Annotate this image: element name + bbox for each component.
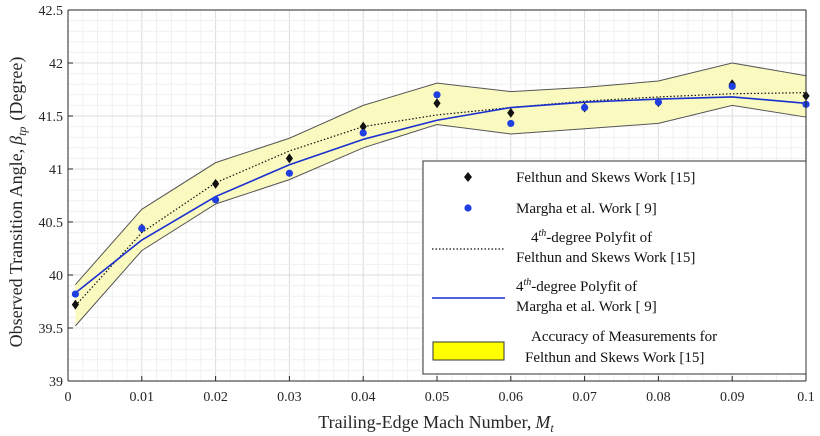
x-tick-label: 0.03 — [277, 390, 302, 405]
felthun-point — [212, 178, 220, 189]
legend-fit-margha-base: 4 — [516, 279, 524, 295]
x-tick-label: 0.02 — [203, 390, 228, 405]
polyfit-margha-line — [74, 96, 807, 294]
y-tick-label: 42.5 — [39, 4, 64, 19]
x-tick-label: 0.06 — [499, 390, 524, 405]
felthun-point — [507, 107, 515, 118]
y-tick-label: 39.5 — [39, 322, 64, 337]
y-axis-unit: (Degree) — [6, 57, 27, 121]
x-tick-label: 0.1 — [797, 390, 815, 405]
tick-labels: 0 0.01 0.02 0.03 0.04 0.05 0.06 0.07 0.08 0.09 0.1… — [39, 4, 815, 405]
legend-margha-marker — [464, 204, 472, 212]
legend-fit-felthun-label-line1: 4th-degree Polyfit of — [531, 228, 652, 246]
x-axis-title: Trailing-Edge Mach Number, Mt — [318, 412, 554, 435]
y-axis-title-text: Observed Transition Angle, — [6, 149, 26, 348]
margha-point — [507, 119, 515, 128]
felthun-point — [285, 153, 293, 164]
margha-point — [285, 169, 293, 177]
felthun-point — [433, 98, 441, 109]
margha-point — [71, 290, 79, 298]
x-tick-label: 0.05 — [425, 390, 450, 405]
accuracy-band-lower-edge — [75, 104, 807, 327]
y-tick-label: 39 — [49, 375, 63, 390]
margha-point — [654, 98, 663, 106]
y-axis-title: Observed Transition Angle, βtp (Degree) — [6, 57, 29, 348]
accuracy-band-upper-edge — [75, 62, 807, 285]
legend-fit-felthun-base: 4 — [531, 230, 539, 246]
legend-band-label-line2: Felthun and Skews Work [15] — [525, 350, 704, 366]
y-tick-label: 40 — [49, 269, 63, 284]
y-tick-label: 42 — [49, 57, 63, 72]
legend-band-swatch — [432, 341, 505, 361]
margha-point — [212, 196, 220, 204]
x-tick-label: 0.04 — [351, 390, 376, 405]
margha-point — [728, 82, 736, 90]
margha-point — [138, 224, 146, 232]
legend-fit-felthun-rest: -degree Polyfit of — [546, 230, 652, 246]
y-tick-label: 40.5 — [39, 216, 64, 231]
x-tick-label: 0 — [65, 390, 72, 405]
y-axis-symbol-sub: tp — [15, 127, 29, 136]
margha-point — [433, 91, 441, 99]
x-axis-title-text: Trailing-Edge Mach Number, — [318, 412, 531, 432]
felthun-point — [71, 299, 79, 310]
felthun-point — [359, 121, 367, 132]
x-tick-label: 0.01 — [130, 390, 155, 405]
legend-fit-felthun-sup: th — [539, 228, 547, 239]
legend-fit-margha-rest: -degree Polyfit of — [531, 279, 637, 295]
x-axis-symbol-sub: t — [550, 421, 554, 435]
legend: Felthun and Skews Work [15] Margha et al… — [422, 160, 807, 375]
polyfit-lines — [74, 92, 807, 307]
x-axis-symbol: M — [534, 412, 551, 432]
x-tick-label: 0.07 — [572, 390, 597, 405]
legend-fit-felthun-label-line2: Felthun and Skews Work [15] — [516, 250, 695, 266]
legend-fit-margha-label-line2: Margha et al. Work [ 9] — [516, 299, 657, 315]
margha-point — [359, 129, 367, 137]
legend-fit-margha-label-line1: 4th-degree Polyfit of — [516, 277, 637, 295]
legend-margha-label: Margha et al. Work [ 9] — [516, 201, 657, 217]
legend-felthun-label: Felthun and Skews Work [15] — [516, 170, 695, 186]
x-tick-label: 0.09 — [720, 390, 745, 405]
legend-band-label-line1: Accuracy of Measurements for — [531, 329, 717, 345]
legend-fit-margha-sup: th — [524, 277, 532, 288]
x-tick-label: 0.08 — [646, 390, 671, 405]
polyfit-felthun-line — [74, 92, 807, 307]
margha-point — [581, 103, 589, 112]
y-axis-symbol: β — [6, 136, 26, 146]
y-tick-label: 41.5 — [39, 110, 64, 125]
legend-felthun-marker — [464, 172, 472, 182]
legend-box — [422, 160, 807, 375]
y-tick-label: 41 — [49, 163, 63, 178]
